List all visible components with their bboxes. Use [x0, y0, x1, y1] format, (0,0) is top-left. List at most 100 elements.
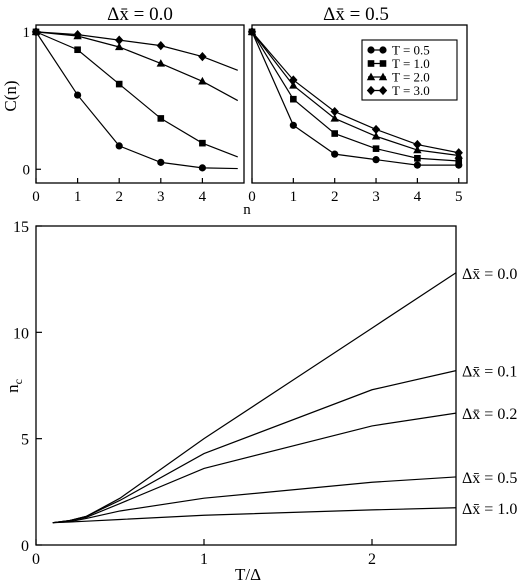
panel-b-ticks: 0 1 2 3 4 5 — [248, 178, 462, 205]
data-point — [330, 114, 339, 122]
series-label: Δx̄ = 0.2 — [462, 406, 517, 423]
data-point — [372, 156, 380, 164]
data-point — [331, 150, 339, 158]
legend-marker — [379, 60, 387, 67]
data-point — [290, 95, 297, 103]
series-line — [35, 31, 238, 71]
legend: T = 0.5T = 1.0T = 2.0T = 3.0 — [361, 39, 458, 101]
x-tick-label: 3 — [157, 189, 165, 205]
data-point — [199, 139, 206, 147]
data-point — [289, 121, 297, 129]
legend-marker — [367, 60, 375, 67]
panel-a-ylabel: C(n) — [1, 80, 20, 111]
legend-marker — [378, 72, 388, 81]
panel-c-ticks: 0 1 2 0 5 10 15 — [13, 219, 376, 568]
series-label: Δx̄ = 1.0 — [462, 501, 517, 518]
legend-label: T = 0.5 — [392, 43, 430, 58]
data-point — [454, 148, 463, 158]
data-point — [331, 130, 338, 137]
data-point — [247, 27, 257, 37]
data-point — [73, 30, 82, 40]
panel-correlation-dx05: Δx̄ = 0.5 n 0 1 2 3 4 5 T = 0.5T = 1.0T = 2.0… — [243, 4, 468, 218]
data-point — [198, 164, 206, 172]
series-circle — [32, 28, 238, 172]
panel-correlation-dx0: Δx̄ = 0.0 C(n) 0 1 2 3 4 0 1 — [1, 4, 245, 205]
legend-marker — [366, 85, 376, 96]
legend-item: T = 1.0 — [367, 56, 430, 71]
panel-c-axes — [35, 225, 457, 546]
data-point — [198, 52, 207, 62]
x-tick-label: 4 — [199, 189, 207, 205]
panel-c-xlabel: T/Δ — [235, 565, 261, 584]
y-tick-label: 10 — [13, 325, 29, 342]
data-point — [115, 42, 124, 51]
x-tick-label: 2 — [331, 189, 339, 205]
data-point — [31, 27, 41, 37]
data-point — [413, 139, 422, 150]
legend-marker — [379, 46, 387, 54]
data-point — [414, 154, 421, 162]
legend-marker — [378, 85, 388, 96]
data-point — [156, 41, 165, 51]
data-point — [330, 106, 339, 117]
series-line — [52, 370, 457, 524]
series-line — [52, 476, 457, 524]
legend-item: T = 2.0 — [366, 70, 430, 85]
panel-c-series — [52, 272, 457, 524]
x-tick-label: 2 — [115, 189, 123, 205]
data-point — [157, 115, 165, 122]
x-tick-label: 1 — [200, 551, 208, 568]
x-tick-label: 1 — [74, 189, 82, 205]
series-label: Δx̄ = 0.1 — [462, 364, 517, 381]
legend-label: T = 2.0 — [392, 70, 430, 85]
data-point — [156, 59, 165, 67]
legend-marker — [366, 72, 376, 81]
data-point — [157, 158, 165, 166]
data-point — [455, 157, 463, 165]
y-tick-label: 5 — [21, 432, 29, 449]
plot-frame — [251, 24, 468, 184]
data-point — [371, 124, 381, 135]
data-point — [74, 91, 82, 99]
series-diamond — [247, 27, 463, 158]
legend-marker — [367, 46, 375, 54]
series-diamond — [31, 27, 238, 71]
ylabel-subscript: c — [11, 379, 25, 384]
x-tick-label: 1 — [290, 189, 298, 205]
series-line — [251, 31, 459, 162]
series-square — [32, 28, 238, 158]
x-tick-label: 0 — [32, 189, 40, 205]
data-point — [289, 75, 298, 85]
data-point — [115, 35, 124, 45]
panel-b-series — [247, 27, 463, 169]
panel-a-ticks: 0 1 2 3 4 0 1 — [23, 25, 207, 205]
series-line — [35, 31, 239, 102]
panel-b-axes — [251, 24, 468, 184]
legend-label: T = 3.0 — [392, 83, 430, 98]
series-triangle — [31, 27, 239, 102]
data-point — [198, 76, 207, 85]
plot-frame — [35, 225, 457, 546]
ylabel-main: n — [3, 384, 22, 393]
x-tick-label: 3 — [372, 189, 380, 205]
series-line — [251, 31, 459, 154]
data-point — [413, 145, 422, 154]
panel-a-series — [31, 27, 239, 172]
data-point — [413, 161, 421, 169]
panel-b-title: Δx̄ = 0.5 — [323, 4, 389, 25]
panel-a-axes — [35, 24, 245, 184]
panel-c-series-labels: Δx̄ = 0.0 Δx̄ = 0.1 Δx̄ = 0.2 Δx̄ = 0.5 Δx̄ … — [462, 266, 517, 518]
data-point — [371, 131, 381, 140]
panel-b-xlabel: n — [243, 202, 251, 218]
y-tick-label: 0 — [21, 538, 29, 555]
data-point — [372, 145, 380, 152]
data-point — [115, 142, 123, 150]
x-tick-label: 0 — [248, 189, 256, 205]
series-line — [52, 412, 457, 524]
legend-item: T = 3.0 — [366, 83, 430, 98]
y-tick-label: 0 — [23, 162, 31, 178]
series-line — [52, 507, 457, 524]
panel-a-title: Δx̄ = 0.0 — [107, 4, 173, 25]
